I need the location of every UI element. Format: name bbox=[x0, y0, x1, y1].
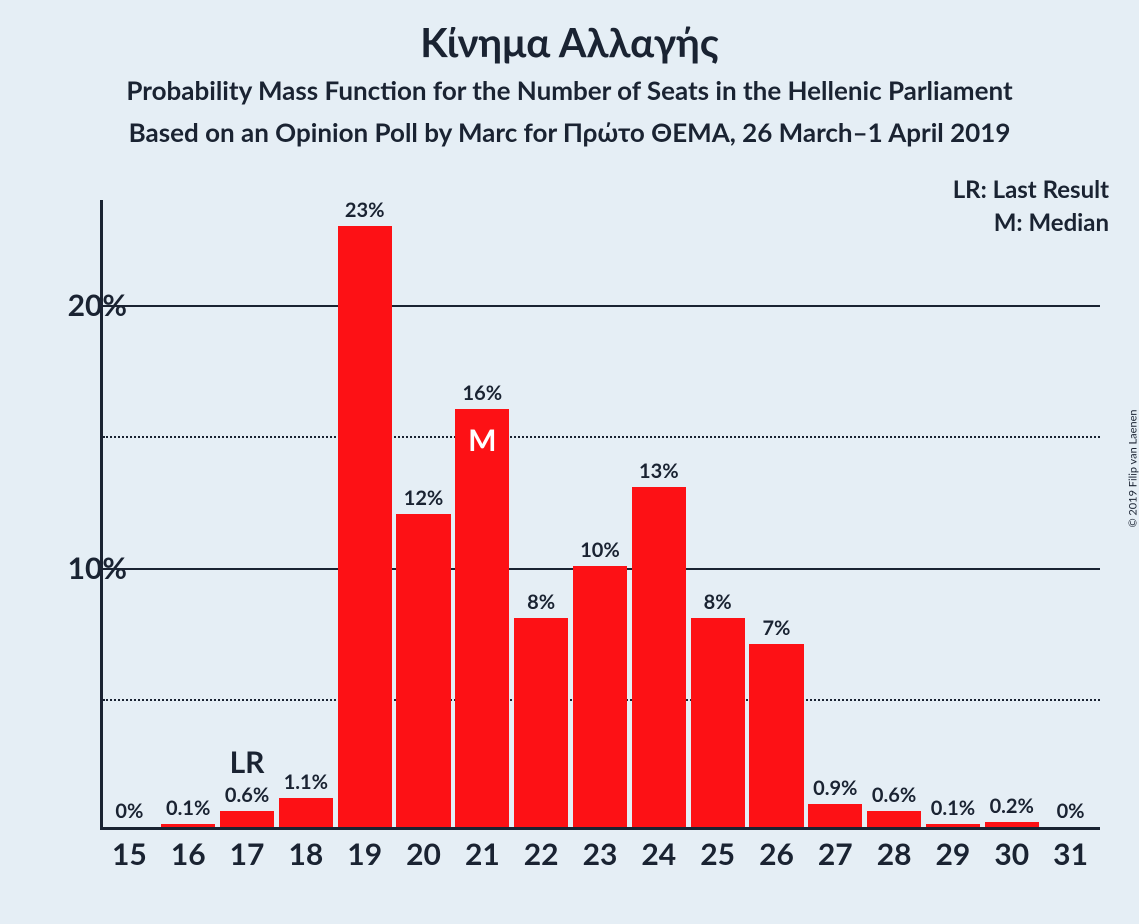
x-axis-tick-label: 27 bbox=[818, 836, 853, 872]
x-axis-tick-label: 31 bbox=[1053, 836, 1088, 872]
x-axis-tick-label: 29 bbox=[936, 836, 971, 872]
x-axis-tick-label: 28 bbox=[877, 836, 912, 872]
x-axis-tick-label: 21 bbox=[465, 836, 500, 872]
x-axis-tick-label: 30 bbox=[994, 836, 1029, 872]
x-axis-tick-label: 22 bbox=[524, 836, 559, 872]
x-axis-tick-label: 15 bbox=[112, 836, 147, 872]
x-axis-tick-label: 16 bbox=[171, 836, 206, 872]
bar-value-label: 0.1% bbox=[166, 796, 210, 820]
bar-value-label: 0% bbox=[1057, 799, 1085, 823]
last-result-marker: LR bbox=[230, 744, 265, 780]
chart-subtitle-1: Probability Mass Function for the Number… bbox=[0, 74, 1139, 106]
bar-value-label: 0.9% bbox=[813, 776, 857, 800]
bar: 0.6% bbox=[220, 811, 274, 827]
bar-value-label: 1.1% bbox=[284, 770, 328, 794]
bar: 7% bbox=[749, 644, 803, 827]
y-axis-tick-label: 10% bbox=[68, 550, 127, 586]
median-marker: M bbox=[468, 422, 496, 458]
bar: 8% bbox=[514, 618, 568, 827]
bar: 13% bbox=[632, 487, 686, 827]
bar-value-label: 0.6% bbox=[872, 783, 916, 807]
gridline-major bbox=[103, 305, 1100, 307]
bar: 1.1% bbox=[279, 798, 333, 827]
bar: 8% bbox=[691, 618, 745, 827]
x-axis-tick-label: 17 bbox=[230, 836, 265, 872]
x-axis-tick-label: 26 bbox=[759, 836, 794, 872]
bar-value-label: 12% bbox=[404, 486, 444, 510]
x-axis-tick-label: 24 bbox=[641, 836, 676, 872]
gridline-minor bbox=[103, 436, 1100, 438]
y-axis-tick-label: 20% bbox=[68, 287, 127, 323]
bar-value-label: 10% bbox=[580, 538, 620, 562]
chart-plot-area: 0%150.1%160.6%171.1%1823%1912%2016%218%2… bbox=[100, 200, 1100, 830]
bar-value-label: 16% bbox=[463, 381, 503, 405]
bar-value-label: 0% bbox=[115, 799, 143, 823]
bar-value-label: 7% bbox=[762, 616, 790, 640]
x-axis-tick-label: 18 bbox=[288, 836, 323, 872]
bar: 16% bbox=[455, 409, 509, 827]
bar-value-label: 0.2% bbox=[990, 794, 1034, 818]
copyright-text: © 2019 Filip van Laenen bbox=[1127, 409, 1139, 527]
bar-value-label: 0.6% bbox=[225, 783, 269, 807]
x-axis-tick-label: 20 bbox=[406, 836, 441, 872]
bar-value-label: 23% bbox=[345, 198, 385, 222]
bar: 0.9% bbox=[808, 804, 862, 828]
bar-value-label: 8% bbox=[527, 590, 555, 614]
bar: 10% bbox=[573, 566, 627, 827]
x-axis-line bbox=[100, 827, 1100, 830]
bar-value-label: 13% bbox=[639, 459, 679, 483]
bar-value-label: 0.1% bbox=[931, 796, 975, 820]
bar: 23% bbox=[338, 226, 392, 827]
chart-title: Κίνημα Αλλαγής bbox=[0, 18, 1139, 66]
x-axis-tick-label: 25 bbox=[700, 836, 735, 872]
bar: 12% bbox=[396, 514, 450, 828]
chart-subtitle-2: Based on an Opinion Poll by Marc for Πρώ… bbox=[0, 116, 1139, 148]
bar: 0.6% bbox=[867, 811, 921, 827]
bar-value-label: 8% bbox=[704, 590, 732, 614]
x-axis-tick-label: 19 bbox=[347, 836, 382, 872]
x-axis-tick-label: 23 bbox=[583, 836, 618, 872]
